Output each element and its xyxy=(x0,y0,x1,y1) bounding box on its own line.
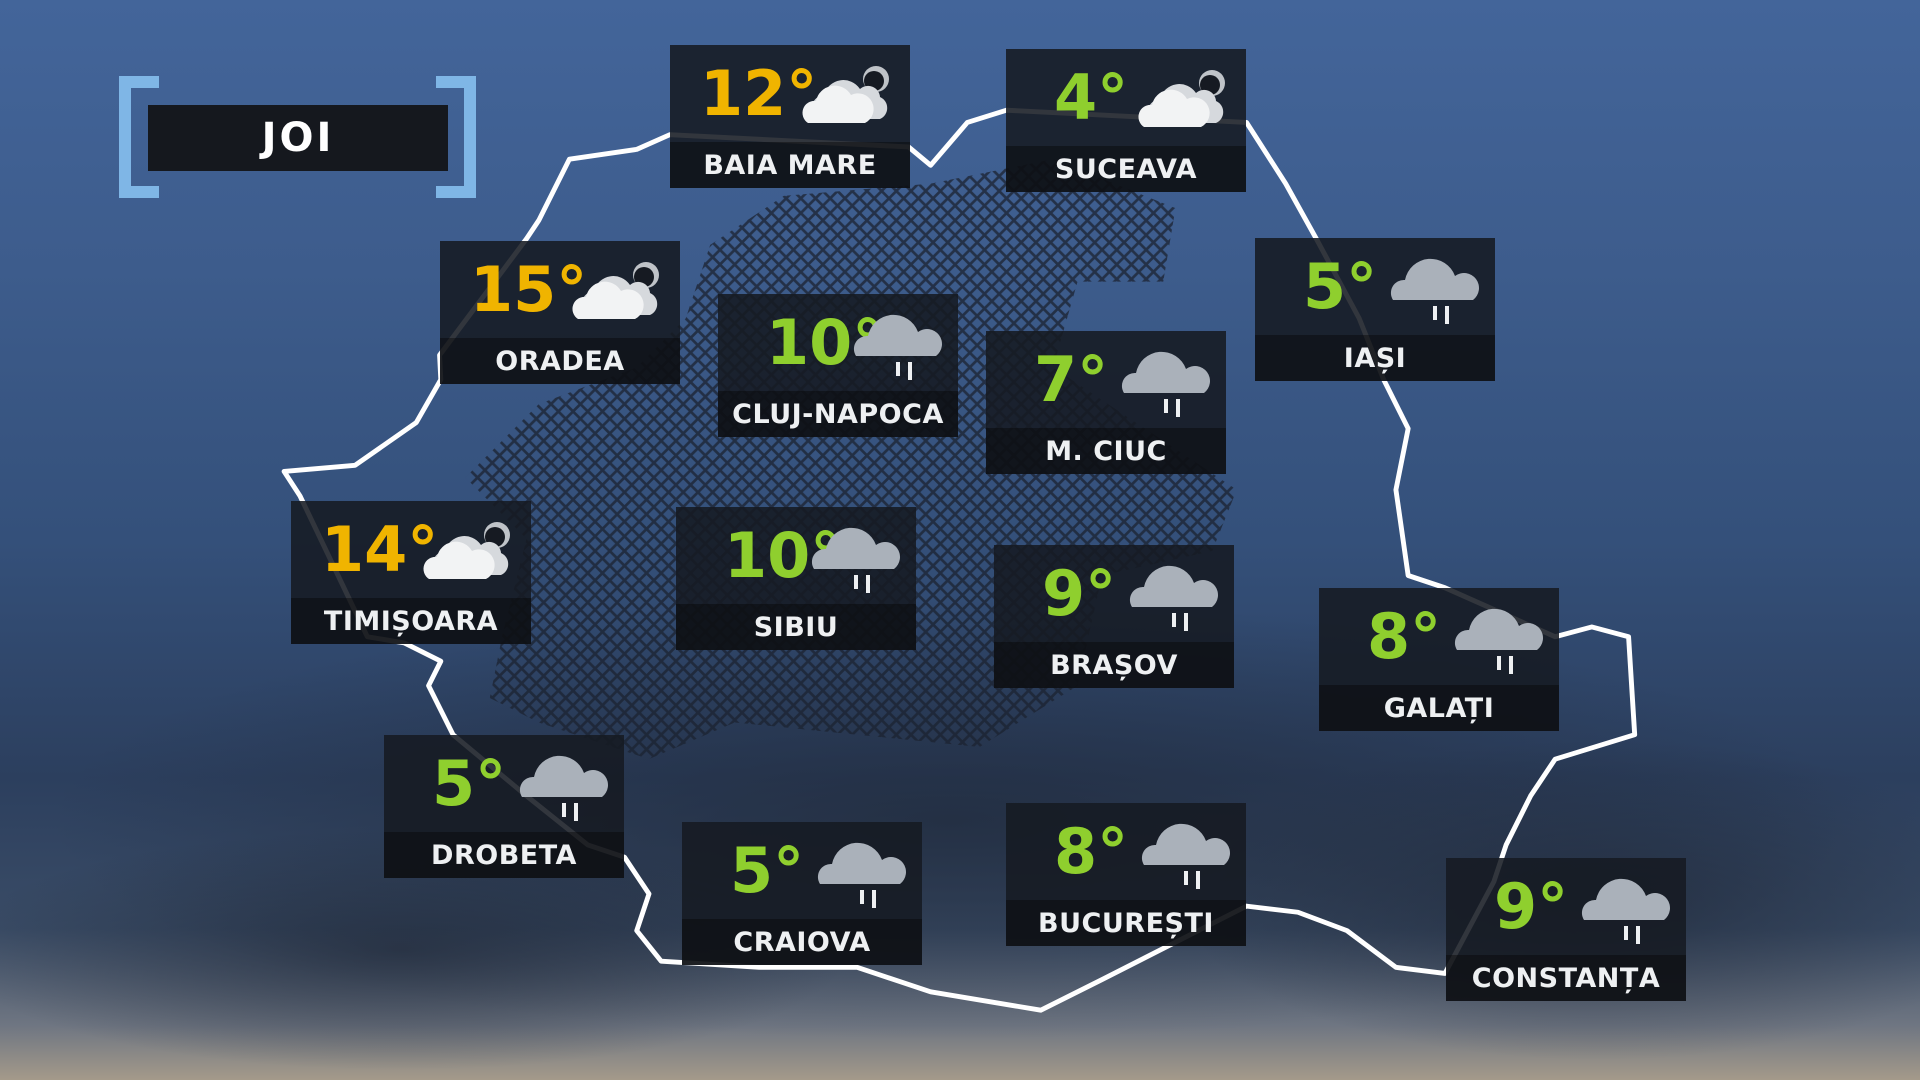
city-name: SIBIU xyxy=(676,604,916,650)
right-bracket xyxy=(436,76,476,198)
rain-icon xyxy=(846,306,946,386)
city-card: 10° SIBIU xyxy=(676,507,916,650)
card-top: 9° xyxy=(994,545,1234,642)
temperature: 12° xyxy=(700,57,818,130)
city-card: 10° CLUJ-NAPOCA xyxy=(718,294,958,437)
city-name: SUCEAVA xyxy=(1006,146,1246,192)
city-name: CLUJ-NAPOCA xyxy=(718,391,958,437)
partly-cloudy-night-icon xyxy=(419,513,519,593)
day-title: JOI xyxy=(119,76,476,198)
temperature: 7° xyxy=(1034,343,1109,416)
city-name: BAIA MARE xyxy=(670,142,910,188)
card-top: 5° xyxy=(1255,238,1495,335)
city-card: 15° ORADEA xyxy=(440,241,680,384)
city-name: ORADEA xyxy=(440,338,680,384)
city-card: 4° SUCEAVA xyxy=(1006,49,1246,192)
temperature: 5° xyxy=(1303,250,1378,323)
city-card: 8° BUCUREȘTI xyxy=(1006,803,1246,946)
temperature: 5° xyxy=(432,747,507,820)
city-card: 12° BAIA MARE xyxy=(670,45,910,188)
rain-icon xyxy=(810,834,910,914)
city-name: GALAȚI xyxy=(1319,685,1559,731)
rain-icon xyxy=(1447,600,1547,680)
rain-icon xyxy=(1122,557,1222,637)
card-top: 12° xyxy=(670,45,910,142)
temperature: 14° xyxy=(321,513,439,586)
partly-cloudy-night-icon xyxy=(568,253,668,333)
rain-icon xyxy=(1383,250,1483,330)
rain-icon xyxy=(1574,870,1674,950)
city-card: 5° CRAIOVA xyxy=(682,822,922,965)
city-card: 8° GALAȚI xyxy=(1319,588,1559,731)
temperature: 5° xyxy=(730,834,805,907)
city-card: 14° TIMIȘOARA xyxy=(291,501,531,644)
city-card: 5° DROBETA xyxy=(384,735,624,878)
rain-icon xyxy=(1114,343,1214,423)
city-name: CONSTANȚA xyxy=(1446,955,1686,1001)
temperature: 9° xyxy=(1042,557,1117,630)
city-card: 7° M. CIUC xyxy=(986,331,1226,474)
card-top: 5° xyxy=(682,822,922,919)
card-top: 7° xyxy=(986,331,1226,428)
left-bracket xyxy=(119,76,159,198)
temperature: 4° xyxy=(1054,61,1129,134)
card-top: 4° xyxy=(1006,49,1246,146)
card-top: 10° xyxy=(718,294,958,391)
temperature: 8° xyxy=(1367,600,1442,673)
partly-cloudy-night-icon xyxy=(798,57,898,137)
card-top: 8° xyxy=(1319,588,1559,685)
partly-cloudy-night-icon xyxy=(1134,61,1234,141)
temperature: 15° xyxy=(470,253,588,326)
city-name: IAȘI xyxy=(1255,335,1495,381)
day-label: JOI xyxy=(148,105,448,171)
card-top: 15° xyxy=(440,241,680,338)
city-name: BUCUREȘTI xyxy=(1006,900,1246,946)
rain-icon xyxy=(804,519,904,599)
temperature: 9° xyxy=(1494,870,1569,943)
card-top: 8° xyxy=(1006,803,1246,900)
rain-icon xyxy=(1134,815,1234,895)
city-name: M. CIUC xyxy=(986,428,1226,474)
city-card: 5° IAȘI xyxy=(1255,238,1495,381)
city-name: CRAIOVA xyxy=(682,919,922,965)
rain-icon xyxy=(512,747,612,827)
city-card: 9° BRAȘOV xyxy=(994,545,1234,688)
card-top: 10° xyxy=(676,507,916,604)
card-top: 5° xyxy=(384,735,624,832)
city-name: DROBETA xyxy=(384,832,624,878)
city-card: 9° CONSTANȚA xyxy=(1446,858,1686,1001)
card-top: 14° xyxy=(291,501,531,598)
temperature: 8° xyxy=(1054,815,1129,888)
city-name: TIMIȘOARA xyxy=(291,598,531,644)
city-name: BRAȘOV xyxy=(994,642,1234,688)
card-top: 9° xyxy=(1446,858,1686,955)
